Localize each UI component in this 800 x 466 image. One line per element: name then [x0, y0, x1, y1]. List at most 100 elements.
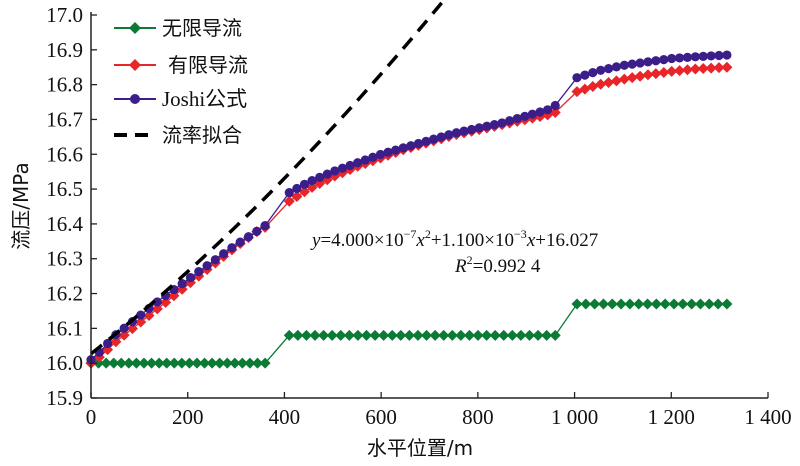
y-tick-label: 16.8	[46, 73, 83, 97]
data-point-diamond	[378, 329, 390, 341]
data-point-circle	[451, 128, 462, 138]
y-tick-label: 16.0	[46, 351, 83, 375]
data-point-circle	[152, 297, 162, 307]
data-point-circle	[512, 113, 522, 124]
legend-item-infinite-conductivity: 无限导流	[114, 16, 242, 40]
data-point-diamond	[523, 329, 535, 341]
data-point-diamond	[603, 77, 615, 89]
data-point-circle	[383, 147, 393, 157]
x-tick-label: 600	[365, 405, 397, 429]
data-point-diamond	[118, 329, 130, 341]
legend-label: 流率拟合	[162, 123, 242, 147]
data-point-circle	[690, 52, 700, 62]
data-point-diamond	[403, 329, 415, 341]
data-point-circle	[698, 51, 708, 61]
data-point-diamond	[421, 329, 433, 341]
data-point-circle	[322, 169, 332, 179]
legend-item-finite-conductivity: 有限导流	[114, 53, 248, 77]
legend-marker-circle-purple	[130, 94, 140, 104]
data-point-circle	[235, 237, 245, 247]
data-point-diamond	[668, 298, 680, 310]
data-point-diamond	[291, 190, 303, 202]
data-point-diamond	[108, 357, 120, 369]
data-point-circle	[659, 55, 669, 65]
data-point-circle	[119, 323, 129, 333]
x-tick-label: 1 000	[551, 405, 598, 429]
data-point-circle	[505, 116, 515, 126]
data-point-circle	[588, 68, 598, 78]
data-point-diamond	[429, 329, 441, 341]
eq-part1: =4.000×10	[320, 230, 403, 251]
data-point-circle	[315, 172, 325, 182]
y-tick-label: 16.2	[46, 282, 83, 306]
data-point-circle	[482, 121, 492, 131]
data-point-circle	[136, 310, 146, 320]
data-point-diamond	[438, 329, 450, 341]
data-point-diamond	[300, 329, 312, 341]
data-point-circle	[337, 163, 348, 173]
data-point-diamond	[642, 69, 654, 81]
data-point-diamond	[229, 357, 241, 369]
data-point-diamond	[259, 357, 271, 369]
data-point-circle	[413, 138, 424, 149]
data-point-diamond	[176, 357, 188, 369]
data-point-diamond	[721, 61, 733, 73]
data-point-diamond	[100, 357, 112, 369]
y-tick-label: 16.1	[46, 316, 83, 340]
data-point-diamond	[712, 298, 724, 310]
data-point-circle	[467, 124, 477, 135]
data-point-diamond	[151, 303, 163, 315]
data-point-diamond	[626, 72, 638, 84]
x-tick-label: 0	[86, 405, 97, 429]
data-point-diamond	[138, 357, 150, 369]
r-value: =0.992 4	[473, 256, 541, 277]
data-point-diamond	[115, 357, 127, 369]
data-point-circle	[674, 53, 685, 63]
data-point-circle	[307, 176, 317, 186]
series-流率拟合	[89, 0, 447, 356]
data-point-diamond	[580, 298, 592, 310]
legend-marker-diamond-red	[129, 59, 141, 71]
data-point-diamond	[506, 329, 518, 341]
data-point-diamond	[674, 65, 686, 77]
data-point-circle	[682, 52, 693, 62]
data-point-circle	[436, 132, 446, 142]
data-point-diamond	[597, 298, 609, 310]
data-point-circle	[368, 152, 378, 162]
data-point-circle	[489, 119, 500, 130]
data-point-diamond	[244, 357, 256, 369]
data-point-diamond	[589, 298, 601, 310]
data-point-diamond	[306, 181, 318, 193]
data-point-diamond	[221, 357, 233, 369]
data-point-circle	[596, 65, 606, 75]
data-point-diamond	[123, 357, 135, 369]
data-point-diamond	[713, 62, 725, 74]
data-point-diamond	[199, 357, 211, 369]
data-point-circle	[474, 123, 484, 133]
data-point-diamond	[395, 329, 407, 341]
data-point-diamond	[143, 309, 155, 321]
data-point-diamond	[206, 357, 218, 369]
data-point-diamond	[252, 357, 264, 369]
data-point-circle	[219, 249, 229, 259]
series-line	[90, 66, 727, 364]
data-point-circle	[292, 183, 302, 194]
data-point-diamond	[481, 329, 493, 341]
data-point-diamond	[633, 298, 645, 310]
data-point-circle	[345, 160, 355, 171]
data-point-diamond	[694, 298, 706, 310]
fit-curve	[89, 0, 447, 356]
data-point-circle	[360, 155, 370, 165]
data-point-diamond	[283, 195, 295, 207]
data-point-diamond	[283, 329, 295, 341]
r-exp: 2	[467, 253, 473, 267]
data-point-diamond	[343, 329, 355, 341]
data-point-circle	[429, 134, 439, 144]
data-point-circle	[667, 53, 677, 64]
eq-x2: x	[526, 230, 536, 251]
data-point-diamond	[386, 329, 398, 341]
data-point-circle	[375, 149, 386, 160]
eq-part3: +16.027	[535, 230, 598, 251]
data-point-circle	[194, 267, 204, 277]
